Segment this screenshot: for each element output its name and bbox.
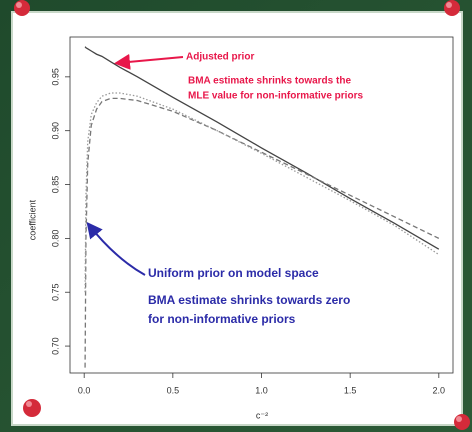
y-tick-label: 0.85 — [50, 176, 60, 194]
panel — [12, 12, 462, 425]
y-tick-label: 0.75 — [50, 283, 60, 301]
annotation: MLE value for non-informative priors — [188, 91, 363, 102]
page: c⁻² coefficient Adjusted prior BMA estim… — [0, 0, 472, 432]
x-tick-label: 0.5 — [167, 385, 180, 395]
y-tick-label: 0.95 — [50, 68, 60, 86]
x-tick-label: 1.5 — [344, 385, 357, 395]
x-tick-label: 1.0 — [255, 385, 268, 395]
y-tick-label: 0.70 — [50, 337, 60, 355]
annotation: Uniform prior on model space — [148, 266, 319, 280]
annotation: for non-informative priors — [148, 312, 296, 326]
y-tick-label: 0.90 — [50, 122, 60, 140]
chart: c⁻² coefficient Adjusted prior BMA estim… — [0, 0, 472, 432]
x-axis-label: c⁻² — [256, 410, 268, 420]
y-tick-label: 0.80 — [50, 230, 60, 248]
x-tick-label: 0.0 — [78, 385, 91, 395]
annotation: BMA estimate shrinks towards the — [188, 76, 351, 87]
annotation: Adjusted prior — [186, 52, 254, 63]
x-tick-label: 2.0 — [433, 385, 446, 395]
y-axis-label: coefficient — [27, 199, 37, 240]
annotation: BMA estimate shrinks towards zero — [148, 293, 350, 307]
